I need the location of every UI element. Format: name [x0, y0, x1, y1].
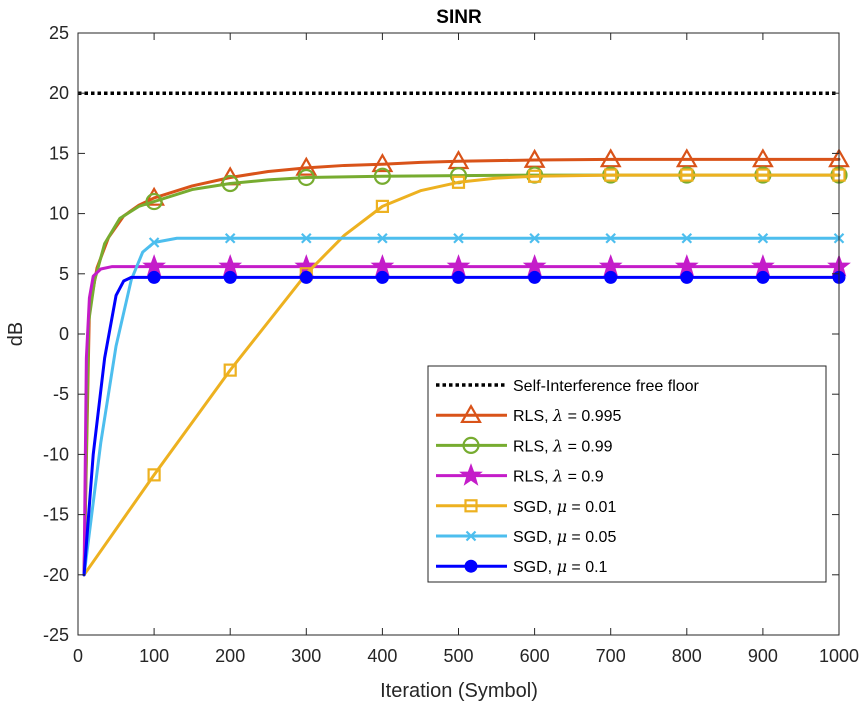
data-point-5-6	[605, 233, 616, 244]
data-point-4-1	[223, 363, 237, 377]
data-point-4-3	[375, 199, 389, 213]
series-line-5	[82, 236, 841, 577]
data-point-5-1	[224, 233, 236, 244]
x-tick-label: 500	[443, 646, 473, 666]
legend-box	[427, 365, 827, 583]
legend-entry-2: RLS, λ = 0.99	[436, 436, 613, 455]
data-point-6-4	[452, 270, 465, 284]
y-tick-label: -25	[43, 625, 69, 645]
y-tick-label: -10	[43, 444, 69, 464]
data-point-5-8	[757, 233, 769, 244]
data-point-2-1	[221, 174, 239, 193]
data-point-6-2	[299, 270, 313, 284]
x-tick-label: 700	[596, 646, 626, 666]
x-tick-label: 900	[748, 646, 778, 666]
y-tick-label: -20	[43, 565, 69, 585]
series-6	[82, 270, 846, 577]
y-tick-label: -15	[43, 505, 69, 525]
y-tick-label: 25	[49, 23, 69, 43]
legend-entry-4: SGD, μ = 0.01	[436, 497, 616, 516]
data-point-5-4	[453, 233, 464, 244]
legend-marker	[459, 463, 483, 486]
legend-entry-1: RLS, λ = 0.995	[436, 403, 622, 425]
data-point-5-3	[377, 233, 388, 244]
y-tick-label: 15	[49, 143, 69, 163]
legend-entry-5: SGD, μ = 0.05	[436, 527, 616, 546]
data-point-5-0	[148, 237, 160, 248]
x-tick-label: 300	[291, 646, 321, 666]
x-tick-label: 600	[520, 646, 550, 666]
legend-entry-3: RLS, λ = 0.9	[436, 463, 604, 486]
data-point-1-2	[295, 156, 318, 176]
data-point-6-1	[223, 270, 237, 284]
data-point-1-3	[371, 153, 394, 173]
data-point-2-2	[297, 168, 315, 187]
legend-marker	[462, 436, 480, 454]
data-point-6-7	[680, 270, 694, 284]
series-line-3	[82, 265, 841, 577]
data-point-6-8	[756, 270, 770, 284]
data-point-1-7	[675, 148, 698, 168]
data-point-4-6	[604, 168, 618, 182]
x-tick-label: 400	[367, 646, 397, 666]
x-tick-label: 0	[73, 646, 83, 666]
series-line-4	[82, 173, 841, 577]
data-point-1-6	[599, 148, 622, 168]
y-tick-label: 10	[49, 204, 69, 224]
series-line-6	[82, 275, 841, 577]
data-point-4-7	[680, 168, 694, 182]
legend-label: SGD, μ = 0.1	[513, 557, 608, 576]
data-point-6-5	[528, 270, 542, 284]
data-point-2-3	[373, 167, 391, 185]
legend-label: RLS, λ = 0.995	[513, 406, 622, 425]
legend-entry-0: Self-Interference free floor	[436, 378, 700, 395]
legend-label: SGD, μ = 0.01	[513, 497, 616, 516]
y-tick-label: 20	[49, 83, 69, 103]
data-point-6-6	[604, 270, 618, 284]
legend-marker	[460, 403, 482, 424]
legend-entry-6: SGD, μ = 0.1	[436, 557, 608, 576]
legend-label: RLS, λ = 0.9	[513, 467, 604, 486]
data-point-5-7	[681, 233, 693, 244]
x-axis-label: Iteration (Symbol)	[380, 680, 538, 702]
data-point-5-2	[301, 233, 312, 244]
chart-title: SINR	[436, 7, 482, 28]
x-tick-label: 1000	[819, 646, 859, 666]
y-axis-label: dB	[5, 322, 27, 346]
x-tick-label: 200	[215, 646, 245, 666]
axes-layer: 0 100 200 300 400 500 600 700 800 900 1000-25-20-1…	[43, 23, 859, 666]
x-tick-label: 800	[672, 646, 702, 666]
series-layer	[78, 91, 851, 577]
data-point-4-8	[756, 168, 770, 182]
series-5	[82, 233, 845, 577]
y-tick-label: 5	[59, 264, 69, 284]
x-tick-label: 100	[139, 646, 169, 666]
data-point-1-8	[752, 148, 774, 168]
data-point-4-5	[527, 169, 542, 183]
y-tick-label: 0	[59, 324, 69, 344]
legend-marker	[464, 559, 478, 573]
data-point-4-4	[451, 175, 466, 189]
legend-marker	[465, 530, 477, 542]
data-point-5-5	[529, 233, 540, 244]
data-point-6-3	[375, 270, 389, 284]
y-tick-label: -5	[53, 384, 69, 404]
data-point-2-0	[145, 192, 163, 211]
legend: Self-Interference free floor RLS, λ = 0.9…	[427, 365, 827, 583]
data-point-4-0	[147, 468, 161, 482]
legend-label: SGD, μ = 0.05	[513, 527, 616, 546]
data-point-6-0	[147, 270, 161, 284]
legend-label: Self-Interference free floor	[513, 378, 700, 395]
legend-marker	[464, 499, 478, 513]
legend-label: RLS, λ = 0.99	[513, 436, 613, 455]
